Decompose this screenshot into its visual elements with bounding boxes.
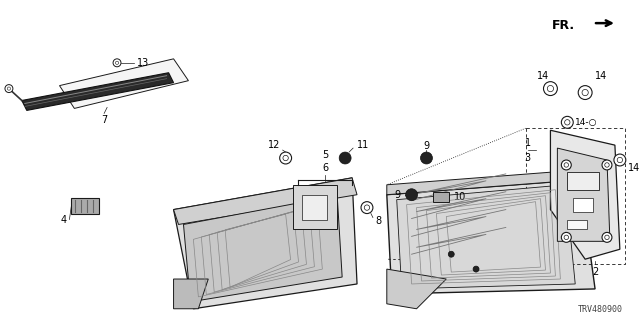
Polygon shape [60,59,188,108]
Text: FR.: FR. [552,19,575,32]
Circle shape [578,86,592,100]
Circle shape [473,266,479,272]
Bar [573,198,593,212]
Circle shape [280,152,292,164]
Circle shape [561,160,572,170]
Circle shape [602,160,612,170]
Circle shape [113,59,121,67]
Text: 1: 1 [525,138,531,148]
Text: 14: 14 [595,71,607,81]
Bar [72,198,99,213]
Text: 13: 13 [137,58,149,68]
Text: TRV480900: TRV480900 [578,305,623,314]
Text: 5: 5 [322,150,328,160]
Text: 4: 4 [60,214,67,225]
Circle shape [605,163,609,167]
Text: 12: 12 [268,140,280,150]
Text: 9: 9 [424,141,429,151]
Text: 14: 14 [538,71,550,81]
Polygon shape [397,185,575,289]
Text: 6: 6 [323,163,328,173]
Polygon shape [173,178,357,309]
Text: 2: 2 [592,267,598,277]
Bar [303,195,327,220]
Polygon shape [387,180,595,294]
Circle shape [564,163,568,167]
Polygon shape [387,170,580,195]
Bar [567,172,599,190]
Polygon shape [173,178,357,224]
Circle shape [339,152,351,164]
Circle shape [564,235,568,240]
Circle shape [605,235,609,240]
Circle shape [617,157,623,163]
Circle shape [561,232,572,242]
Text: 14-○: 14-○ [575,118,598,127]
Bar [292,185,337,229]
Text: 14: 14 [628,163,640,173]
Circle shape [543,82,557,96]
Text: 3: 3 [525,153,531,163]
Polygon shape [550,130,620,259]
Text: 9: 9 [394,190,401,200]
Text: 8: 8 [375,217,381,227]
Circle shape [7,87,10,90]
Circle shape [582,89,588,96]
Text: 7: 7 [101,116,108,125]
Circle shape [564,120,570,125]
Circle shape [547,85,554,92]
Polygon shape [22,73,173,110]
Circle shape [364,205,370,210]
Circle shape [561,116,573,128]
Circle shape [420,152,433,164]
Text: 10: 10 [454,192,467,202]
Polygon shape [387,269,446,309]
Bar [433,192,449,202]
Circle shape [614,154,626,166]
Text: 11: 11 [357,140,369,150]
Polygon shape [184,196,342,302]
Circle shape [406,189,417,201]
Circle shape [283,155,288,161]
Circle shape [448,251,454,257]
Circle shape [361,202,373,213]
Polygon shape [557,148,610,241]
Circle shape [5,84,13,92]
Bar [567,220,587,229]
Circle shape [115,61,118,64]
Polygon shape [173,279,208,309]
Circle shape [602,232,612,242]
